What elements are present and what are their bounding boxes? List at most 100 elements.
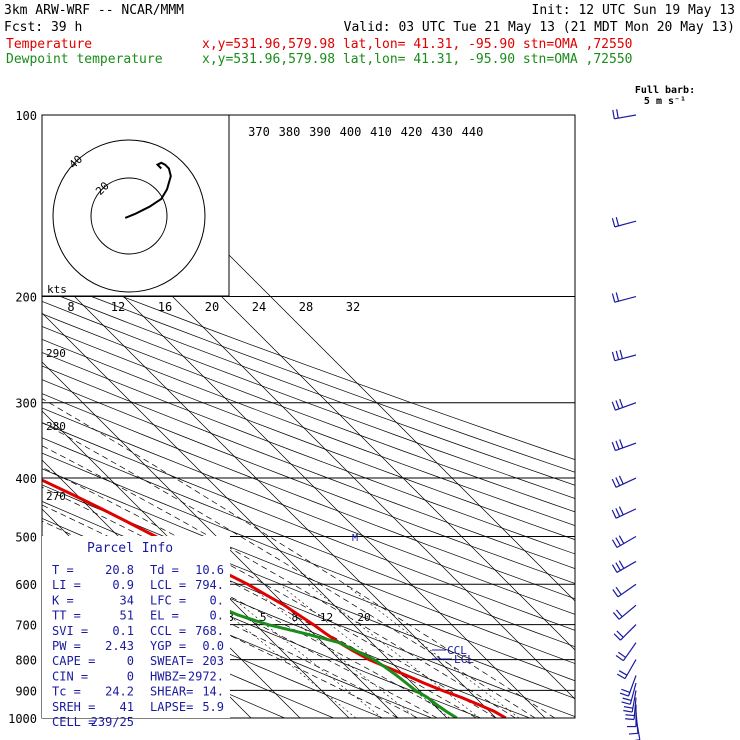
parcel-info-panel: Parcel Info T = 20.8 Td = 10.6 LI = 0.9 LCL = 7… [42,536,230,729]
parcel-label: T = [52,563,74,577]
wind-barb-feather [611,539,618,548]
pressure-labels: 100 200 300 400 500 600 700 800 900 1000 [8,109,37,726]
wind-barb-feather [621,688,631,693]
mixing-ratio-label: 5 [260,611,267,624]
parcel-info-background [42,536,230,718]
barb-legend-value: 5 m s⁻¹ [644,96,686,107]
parcel-label: PW = [52,639,81,653]
hodograph-frame [41,114,230,297]
wind-barb-feather [615,292,620,302]
parcel-label: SHEAR= [150,685,193,699]
wind-barb-feather [611,441,616,451]
theta-e-label: 380 [279,125,301,139]
temperature-legend-label: Temperature [6,37,92,52]
parcel-label: CCL = [150,624,186,638]
hodograph-axis-label: 12 [111,300,125,314]
model-title: 3km ARW-WRF -- NCAR/MMM [4,3,184,18]
parcel-value: 0.1 [112,624,134,638]
theta-e-label: 400 [340,125,362,139]
dry-adiabat [42,437,575,648]
pressure-label-900: 900 [15,684,37,698]
wind-barb-feather [615,586,622,595]
pressure-label-300: 300 [15,397,37,411]
wind-barb-feather [623,709,633,713]
wind-barb-feather [618,535,625,544]
wind-barb-feather [611,564,618,573]
parcel-label: CAPE = [52,654,95,668]
parcel-label: LCL = [150,578,186,592]
mixing-ratio-line [247,583,417,718]
mixing-ratio-label: 8 [291,611,298,624]
forecast-hour: Fcst: 39 h [4,20,82,35]
wind-barb-feather [616,109,619,119]
parcel-label: SWEAT= [150,654,193,668]
parcel-value: 51 [120,609,134,623]
theta-e-label: 430 [431,125,453,139]
parcel-label: CIN = [52,669,88,683]
parcel-value: 0.0 [202,639,224,653]
dry-adiabat [42,313,575,513]
wind-barb-feather [622,697,632,702]
wind-barb-feather [615,609,623,618]
wind-barb [616,535,637,548]
theta-e-label: 370 [248,125,270,139]
barb-legend-title: Full barb: [635,85,695,96]
parcel-value: 0.9 [112,578,134,592]
wind-barb [615,508,637,519]
parcel-label: TT = [52,609,81,623]
dry-adiabat [42,590,334,718]
wind-barb-feather [625,718,635,721]
mixing-ratio-label: 20 [357,611,370,624]
dewpoint-legend-label: Dewpoint temperature [6,52,163,67]
parcel-label: EL = [150,609,179,623]
wind-barb-feather [612,109,615,119]
parcel-label: Tc = [52,685,81,699]
mixing-ratio-line [215,583,383,718]
parcel-value: 24.2 [105,685,134,699]
parcel-value: 5.9 [202,700,224,714]
parcel-label: SVI = [52,624,88,638]
init-time: Init: 12 UTC Sun 19 May 13 [532,3,736,18]
dry-adiabat [42,452,575,664]
dry-adiabat [42,468,575,682]
mixing-ratio-line [344,583,520,718]
parcel-label: HWBZ= [150,669,186,683]
dry-adiabat [42,365,575,569]
theta-e-label: 410 [370,125,392,139]
wind-barb-feather [619,398,624,408]
wind-barb-feather [617,651,626,658]
wind-barb-feather [621,701,631,705]
pressure-label-800: 800 [15,654,37,668]
hodograph-axis-label: 32 [346,300,360,314]
dry-adiabat [42,288,575,486]
valid-time: Valid: 03 UTC Tue 21 May 13 (21 MDT Mon … [344,20,735,35]
wind-barb [631,690,637,713]
dry-adiabat [42,339,575,541]
dry-adiabat [42,300,575,499]
wind-barb-feather [615,477,621,486]
wind-barb-feather [625,714,635,717]
isotherm [0,115,6,718]
pressure-label-200: 200 [15,291,37,305]
moist-adiabat [42,445,516,718]
mixing-ratio-label: 12 [320,611,333,624]
wind-barb-feather [618,670,628,676]
wind-barb-feather [619,439,624,449]
lcl-marker: LCL [454,653,474,666]
dry-adiabat [42,276,575,473]
hodograph-axis-label: 8 [67,300,74,314]
parcel-value: 0. [210,609,224,623]
hodograph-ring [52,139,206,293]
wind-barb [615,402,637,411]
wind-barb [614,295,637,303]
pressure-label-100: 100 [15,109,37,123]
wind-barb [617,583,637,598]
theta-labels: 290 280 270 [46,347,66,503]
dry-adiabat [42,265,575,461]
theta-e-label: 440 [462,125,484,139]
wind-barb-feather [611,218,616,228]
parcel-value: 203 [202,654,224,668]
wind-barb [615,477,637,488]
parcel-value: 0. [210,593,224,607]
